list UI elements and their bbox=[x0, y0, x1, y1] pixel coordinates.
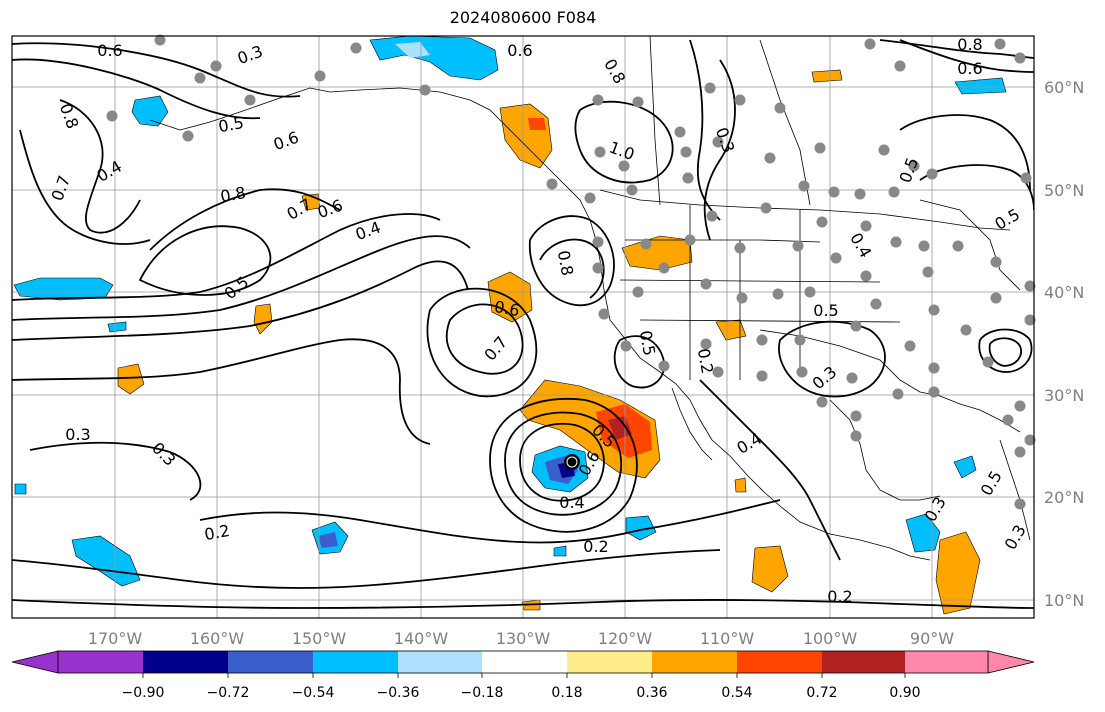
contour-label: 0.2 bbox=[827, 587, 852, 606]
fill-blue-small1 bbox=[625, 515, 657, 541]
lat-tick-label: 60°N bbox=[1044, 78, 1084, 97]
contour-label: 0.8 bbox=[554, 249, 577, 277]
contour-label: 0.2 bbox=[583, 537, 608, 556]
fill-orange-small1 bbox=[253, 303, 273, 335]
fill-orange-ne bbox=[811, 69, 843, 83]
contour-label: 0.3 bbox=[148, 438, 179, 469]
colorbar-swatch bbox=[313, 651, 398, 673]
lon-tick-label: 160°W bbox=[190, 629, 245, 648]
fill-blue-small2 bbox=[107, 321, 127, 333]
colorbar-swatch bbox=[228, 651, 313, 673]
contour-label: 0.6 bbox=[957, 59, 982, 78]
lat-tick-label: 40°N bbox=[1044, 283, 1084, 302]
colorbar-tick-label: 0.18 bbox=[551, 685, 582, 701]
lat-tick-label: 20°N bbox=[1044, 488, 1084, 507]
map-frame bbox=[11, 35, 1035, 619]
lat-tick-label: 30°N bbox=[1044, 386, 1084, 405]
contour-label: 0.3 bbox=[65, 425, 90, 444]
contour-label: 0.5 bbox=[813, 301, 838, 320]
colorbar-swatch bbox=[652, 651, 737, 673]
contour-label: 0.6 bbox=[493, 297, 521, 320]
contour-label: 0.5 bbox=[221, 272, 253, 303]
colorbar: −0.90 −0.72 −0.54 −0.36 −0.18 0.18 0.36 0.54 0.7… bbox=[11, 650, 1035, 701]
lat-tick-label: 10°N bbox=[1044, 591, 1084, 610]
contour-label: 0.5 bbox=[977, 467, 1006, 499]
lon-tick-label: 150°W bbox=[292, 629, 347, 648]
contour-label: 0.2 bbox=[203, 521, 231, 544]
colorbar-swatch bbox=[905, 651, 988, 673]
lon-tick-label: 170°W bbox=[88, 629, 143, 648]
contour-label: 0.6 bbox=[97, 41, 122, 60]
colorbar-tick-label: −0.90 bbox=[122, 685, 165, 701]
lon-tick-label: 90°W bbox=[910, 629, 954, 648]
contour-label: 0.8 bbox=[957, 35, 982, 54]
lon-tick-label: 120°W bbox=[598, 629, 653, 648]
colorbar-tick-label: −0.18 bbox=[461, 685, 504, 701]
fill-blue-gulf bbox=[131, 95, 169, 127]
contour-label: 0.5 bbox=[636, 329, 659, 357]
colorbar-tick-label: −0.54 bbox=[292, 685, 335, 701]
colorbar-tick-label: 0.36 bbox=[636, 685, 667, 701]
fill-orange-gulf bbox=[935, 531, 981, 615]
colorbar-swatch bbox=[737, 651, 822, 673]
lon-tick-label: 110°W bbox=[700, 629, 755, 648]
contour-label: 0.2 bbox=[694, 347, 717, 375]
colorbar-tick-label: 0.90 bbox=[889, 685, 920, 701]
contour-label: 0.5 bbox=[217, 113, 245, 136]
fill-blue-alaska bbox=[369, 36, 499, 81]
colorbar-swatch bbox=[822, 651, 905, 673]
contour-label: 0.4 bbox=[93, 157, 125, 186]
map-title: 2024080600 F084 bbox=[449, 8, 597, 27]
fill-firebrick-baja bbox=[608, 416, 632, 440]
contour-label: 0.4 bbox=[733, 429, 765, 458]
fill-orange-idaho bbox=[621, 235, 693, 271]
contour-lines bbox=[12, 39, 1034, 609]
colorbar-swatch bbox=[58, 651, 143, 673]
fill-blue-carib bbox=[953, 455, 977, 479]
contour-label: 0.3 bbox=[1001, 521, 1030, 553]
gridlines bbox=[12, 36, 1034, 618]
fill-orange-small3 bbox=[734, 477, 747, 493]
contour-label: 0.8 bbox=[219, 183, 247, 206]
fill-blue-west bbox=[13, 277, 114, 301]
latitude-labels: 60°N 50°N 40°N 30°N 20°N 10°N bbox=[1044, 78, 1084, 610]
fill-orange-np bbox=[487, 271, 533, 323]
colorbar-tick-label: −0.36 bbox=[377, 685, 420, 701]
fill-orange-bc bbox=[499, 103, 553, 169]
colorbar-tick-label: 0.54 bbox=[721, 685, 752, 701]
contour-label: 0.4 bbox=[559, 493, 584, 512]
fill-blue-small3 bbox=[14, 483, 27, 495]
colorbar-tick-label: −0.72 bbox=[207, 685, 250, 701]
fill-orange-mexico bbox=[751, 545, 789, 593]
fill-blue-lowerleft bbox=[71, 535, 141, 587]
fill-blue-centralam bbox=[905, 513, 941, 553]
contour-label: 0.3 bbox=[809, 362, 841, 393]
fill-royal-center bbox=[318, 532, 338, 548]
fill-blue-ne bbox=[954, 77, 1007, 95]
colorbar-swatch bbox=[398, 651, 482, 673]
colorbar-tick-label: 0.72 bbox=[806, 685, 837, 701]
fill-orange-sonora bbox=[715, 319, 747, 341]
lon-tick-label: 100°W bbox=[803, 629, 858, 648]
contour-label: 0.7 bbox=[480, 333, 511, 365]
colorbar-ext-right bbox=[987, 650, 1035, 674]
contour-label: 0.4 bbox=[846, 229, 875, 261]
colorbar-swatch bbox=[482, 651, 567, 673]
station-dots bbox=[106, 34, 1036, 510]
longitude-labels: 170°W 160°W 150°W 140°W 130°W 120°W 110°W 100°W… bbox=[88, 629, 954, 648]
lon-tick-label: 140°W bbox=[394, 629, 449, 648]
contour-label: 0.6 bbox=[507, 41, 532, 60]
lat-tick-label: 50°N bbox=[1044, 181, 1084, 200]
fill-orange-left bbox=[117, 363, 145, 395]
colorbar-ext-left bbox=[11, 650, 59, 674]
fill-red-bc bbox=[528, 118, 546, 130]
fill-blue-small4 bbox=[553, 545, 567, 557]
colorbar-swatch bbox=[143, 651, 228, 673]
colorbar-swatch bbox=[567, 651, 652, 673]
lon-tick-label: 130°W bbox=[496, 629, 551, 648]
